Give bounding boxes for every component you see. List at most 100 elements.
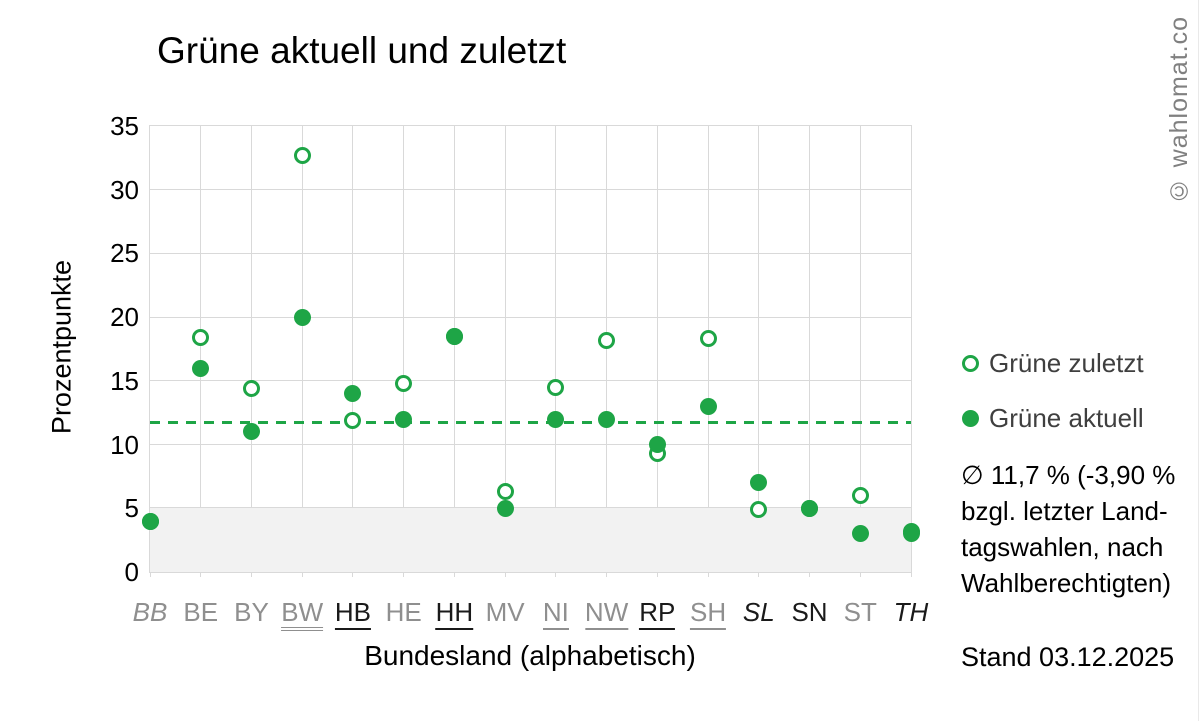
marker-aktuell-BW: [293, 308, 311, 326]
y-tick-label: 25: [110, 238, 139, 269]
x-tick-label-BE: BE: [183, 597, 219, 627]
x-tick-mark: [200, 572, 202, 577]
x-tick-label-TH: TH: [893, 597, 929, 627]
marker-zuletzt-HB: [344, 411, 362, 429]
x-tick-mark: [910, 572, 912, 577]
x-tick-label-SL: SL: [742, 597, 775, 627]
x-tick-mark: [656, 572, 658, 577]
threshold-band: [150, 507, 911, 572]
marker-zuletzt-SH: [699, 330, 717, 348]
marker-zuletzt-SL: [750, 501, 768, 519]
x-tick-mark: [707, 572, 709, 577]
y-tick-label: 30: [110, 174, 139, 205]
open-circle-icon: [962, 355, 979, 372]
marker-aktuell-NW: [598, 410, 616, 428]
marker-aktuell-BE: [192, 359, 210, 377]
x-tick-mark: [301, 572, 303, 577]
plot-area: 0 5 10 15 20 25 30 35 BB BE BY BW HB HE HH MV NI NW RP SH SL…: [110, 111, 928, 631]
marker-zuletzt-BY: [242, 380, 260, 397]
legend-item-aktuell: Grüne aktuell: [962, 403, 1144, 434]
window-edge: [1198, 0, 1199, 721]
x-tick-label-MV: MV: [485, 597, 525, 627]
legend-item-zuletzt: Grüne zuletzt: [962, 348, 1144, 379]
marker-zuletzt-NI: [547, 378, 565, 396]
average-note-line: Wahlberechtigten): [961, 568, 1172, 598]
average-note-line: tagswahlen, nach: [961, 532, 1164, 562]
marker-zuletzt-BE: [192, 329, 210, 347]
marker-zuletzt-ST: [851, 487, 869, 505]
legend-label-aktuell: Grüne aktuell: [989, 403, 1144, 433]
gridline-vertical: [504, 126, 506, 572]
gridline-vertical: [606, 126, 608, 572]
x-tick-label-BY: BY: [234, 597, 269, 627]
marker-aktuell-RP: [648, 436, 666, 454]
gridline-vertical: [301, 126, 303, 572]
y-tick-label: 20: [110, 302, 139, 333]
x-tick-label-NW: NW: [584, 599, 629, 630]
gridline-horizontal: [150, 444, 911, 446]
x-tick-mark: [809, 572, 811, 577]
gridline-horizontal: [150, 252, 911, 254]
x-tick-label-ST: ST: [843, 597, 877, 627]
x-tick-label-HH: HH: [435, 599, 474, 630]
marker-aktuell-HH: [445, 327, 463, 345]
marker-aktuell-SH: [699, 397, 717, 415]
x-tick-mark: [250, 572, 252, 577]
x-axis-title: Bundesland (alphabetisch): [364, 640, 696, 671]
gridline-vertical: [859, 126, 861, 572]
gridline-horizontal: [150, 189, 911, 191]
marker-aktuell-ST: [851, 525, 869, 543]
gridline-horizontal: [150, 380, 911, 382]
gridline-vertical: [250, 126, 252, 572]
x-tick-mark: [352, 572, 354, 577]
marker-aktuell-TH: [902, 525, 920, 543]
watermark: © wahlomat.co: [1165, 16, 1193, 205]
stand-date: Stand 03.12.2025: [961, 642, 1175, 672]
gridline-horizontal: [150, 316, 911, 318]
x-tick-mark: [555, 572, 557, 577]
filled-circle-icon: [962, 410, 979, 427]
x-tick-label-HE: HE: [385, 597, 422, 627]
x-tick-label-RP: RP: [639, 599, 676, 630]
x-tick-mark: [859, 572, 861, 577]
gridline-vertical: [555, 126, 557, 572]
y-tick-label: 15: [110, 365, 139, 396]
x-tick-label-HB: HB: [334, 599, 371, 630]
x-tick-label-BW: BW: [281, 599, 324, 631]
marker-zuletzt-MV: [496, 483, 514, 501]
gridline-vertical: [352, 126, 354, 572]
gridline-vertical: [453, 126, 455, 572]
marker-aktuell-HB: [344, 385, 362, 403]
marker-aktuell-BB: [141, 512, 159, 530]
average-dashed-line: [150, 421, 911, 425]
x-tick-label-SN: SN: [791, 597, 828, 627]
y-axis-title: Prozentpunkte: [46, 259, 77, 435]
marker-zuletzt-HE: [395, 374, 413, 392]
average-note-line: ∅ 11,7 % (-3,90 %: [961, 460, 1176, 490]
average-note: ∅ 11,7 % (-3,90 % bzgl. letzter Land- ta…: [961, 457, 1196, 601]
x-tick-mark: [403, 572, 405, 577]
gridline-vertical: [707, 126, 709, 572]
x-tick-label-BB: BB: [132, 597, 168, 627]
y-tick-label: 0: [124, 557, 139, 587]
gridline-vertical: [200, 126, 202, 572]
marker-zuletzt-NW: [598, 331, 616, 349]
marker-aktuell-MV: [496, 499, 514, 517]
x-tick-mark: [504, 572, 506, 577]
y-tick-label: 5: [124, 493, 139, 524]
marker-aktuell-BY: [242, 423, 260, 441]
marker-aktuell-SL: [750, 474, 768, 492]
y-tick-label: 35: [110, 111, 139, 141]
legend-label-zuletzt: Grüne zuletzt: [989, 348, 1144, 378]
average-note-line: bzgl. letzter Land-: [961, 496, 1168, 526]
gridline-vertical: [809, 126, 811, 572]
gridline-vertical: [656, 126, 658, 572]
marker-aktuell-HE: [395, 410, 413, 428]
x-tick-mark: [606, 572, 608, 577]
x-tick-label-NI: NI: [542, 599, 569, 630]
marker-aktuell-NI: [547, 410, 565, 428]
gridline-vertical: [403, 126, 405, 572]
x-tick-mark: [149, 572, 151, 577]
page-title: Grüne aktuell und zuletzt: [157, 30, 567, 71]
